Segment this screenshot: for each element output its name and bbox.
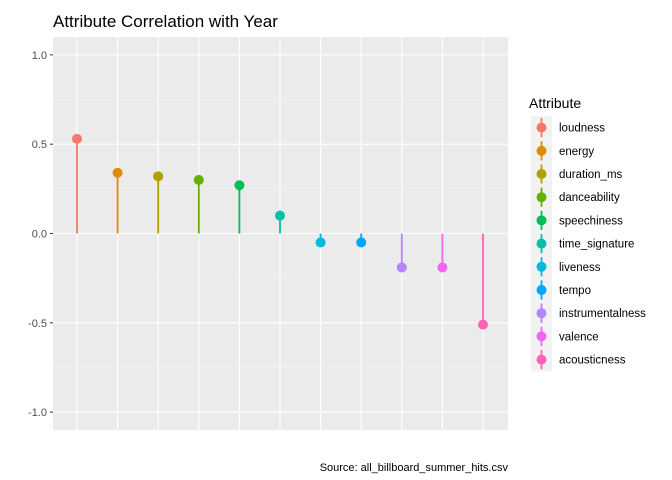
legend-item-loudness: loudness: [531, 116, 605, 140]
point-loudness: [72, 133, 82, 144]
points: [72, 133, 488, 330]
point-tempo: [356, 237, 367, 248]
legend-item-time_signature: time_signature: [531, 232, 634, 256]
legend-label-speechiness: speechiness: [559, 215, 623, 227]
legend-key-point: [536, 145, 547, 156]
point-acousticness: [478, 319, 488, 330]
point-liveness: [315, 237, 326, 248]
legend-label-time_signature: time_signature: [559, 239, 634, 251]
point-instrumentalness: [396, 262, 407, 273]
legend-label-danceability: danceability: [559, 192, 620, 204]
y-tick-label: 1.0: [32, 50, 47, 62]
legend-item-tempo: tempo: [531, 278, 591, 302]
point-speechiness: [234, 180, 245, 191]
point-duration_ms: [153, 171, 164, 182]
legend-item-energy: energy: [531, 139, 594, 163]
y-tick-label: -1.0: [28, 407, 47, 419]
point-valence: [437, 262, 448, 273]
legend-label-acousticness: acousticness: [559, 355, 626, 367]
legend-label-liveness: liveness: [559, 262, 601, 274]
legend-key-point: [536, 261, 547, 272]
legend-key-point: [536, 308, 547, 319]
legend-label-instrumentalness: instrumentalness: [559, 308, 646, 320]
legend-label-loudness: loudness: [559, 123, 605, 135]
legend-key-point: [536, 169, 547, 179]
y-tick-label: -0.5: [28, 318, 47, 330]
point-energy: [112, 167, 123, 178]
legend-key-point: [536, 331, 547, 342]
legend-key-point: [536, 215, 547, 226]
y-tick-label: 0.5: [32, 139, 47, 151]
legend-item-speechiness: speechiness: [531, 208, 623, 232]
y-axis: -1.0 -0.5 0.0 0.5 1.0: [28, 50, 53, 419]
legend-label-tempo: tempo: [559, 285, 591, 297]
legend-key-point: [536, 354, 547, 365]
legend-item-duration_ms: duration_ms: [531, 162, 623, 186]
point-time_signature: [275, 210, 285, 221]
point-danceability: [193, 174, 204, 185]
legend-item-danceability: danceability: [531, 185, 620, 209]
legend-title: Attribute: [529, 95, 581, 111]
legend-key-point: [536, 192, 547, 203]
legend-key-point: [536, 285, 547, 295]
stems: [76, 138, 484, 325]
legend-label-valence: valence: [559, 331, 599, 343]
legend-key-point: [536, 122, 547, 133]
legend-item-acousticness: acousticness: [531, 348, 626, 372]
source-caption: Source: all_billboard_summer_hits.csv: [320, 462, 509, 474]
legend-label-energy: energy: [559, 146, 594, 158]
legend-item-instrumentalness: instrumentalness: [531, 301, 646, 325]
legend-item-valence: valence: [531, 324, 599, 348]
chart-title: Attribute Correlation with Year: [53, 12, 278, 31]
legend: Attribute loudness energy duration_msdance…: [529, 95, 646, 372]
legend-label-duration_ms: duration_ms: [559, 169, 623, 181]
legend-key-point: [536, 238, 547, 249]
legend-item-liveness: liveness: [531, 255, 601, 279]
y-tick-label: 0.0: [32, 229, 47, 241]
